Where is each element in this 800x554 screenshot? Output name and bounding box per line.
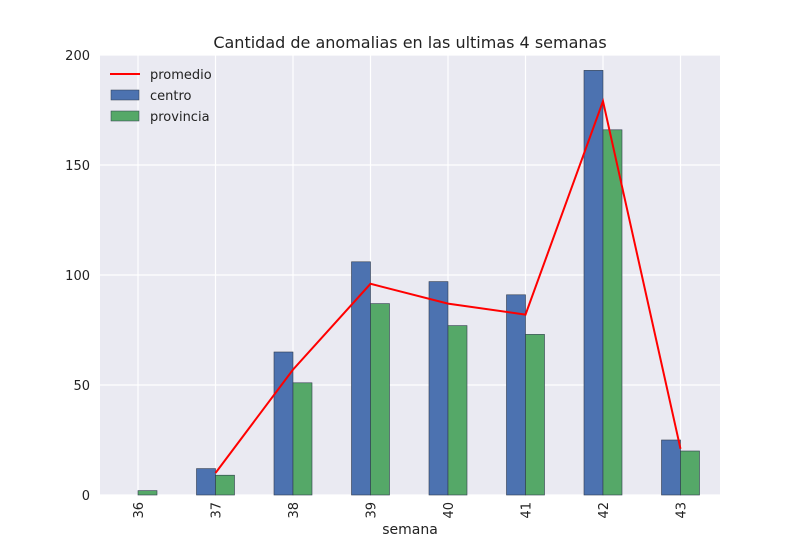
legend-swatch-centro <box>110 89 140 101</box>
bar-provincia-41 <box>525 334 545 496</box>
y-tick-label: 200 <box>65 49 90 64</box>
x-tick-label: 36 <box>132 502 147 519</box>
x-tick-label: 39 <box>365 502 380 519</box>
x-tick-label: 41 <box>520 502 535 519</box>
bar-centro-42 <box>583 70 604 496</box>
x-axis-ticks: 36 37 38 39 40 41 42 43 <box>132 502 690 519</box>
bar-centro-43 <box>661 439 681 496</box>
line-promedio <box>214 97 682 474</box>
y-tick-label: 50 <box>73 379 90 394</box>
y-axis-ticks: 0 50 100 150 200 <box>65 49 90 504</box>
bar-centro-40 <box>428 281 449 496</box>
x-tick-label: 40 <box>442 502 457 519</box>
bar-centro-41 <box>506 294 526 496</box>
legend-label-centro: centro <box>150 89 192 104</box>
bar-provincia-43 <box>680 450 700 496</box>
bar-centro-37 <box>196 468 216 496</box>
x-tick-label: 43 <box>675 502 690 519</box>
legend-swatch-provincia <box>110 110 140 122</box>
legend-label-provincia: provincia <box>150 110 210 125</box>
x-tick-label: 42 <box>597 502 612 519</box>
bar-provincia-42 <box>602 129 623 496</box>
bar-provincia-37 <box>215 474 235 496</box>
line-marks <box>214 97 682 474</box>
x-axis-label: semana <box>382 522 438 538</box>
bar-centro-39 <box>351 261 371 496</box>
y-tick-label: 100 <box>65 269 90 284</box>
legend-label-promedio: promedio <box>150 68 212 83</box>
y-tick-label: 150 <box>65 159 90 174</box>
bar-provincia-40 <box>447 325 468 496</box>
x-tick-label: 38 <box>287 502 302 519</box>
y-tick-label: 0 <box>82 489 90 504</box>
bar-provincia-38 <box>292 382 313 496</box>
bar-marks <box>137 70 700 496</box>
bar-provincia-39 <box>370 303 390 496</box>
chart-title: Cantidad de anomalias en las ultimas 4 s… <box>213 33 606 52</box>
bar-provincia-36 <box>137 490 158 496</box>
x-tick-label: 37 <box>210 502 225 519</box>
legend: promedio centro provincia <box>110 68 212 125</box>
